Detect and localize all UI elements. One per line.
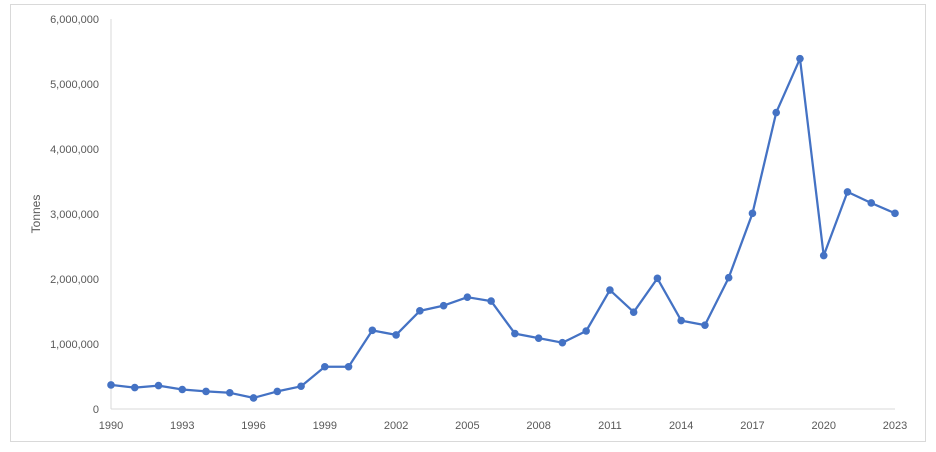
x-tick-label: 2017 bbox=[740, 420, 764, 432]
data-point bbox=[297, 382, 305, 391]
data-point bbox=[511, 329, 519, 338]
data-point bbox=[178, 385, 187, 394]
data-point bbox=[439, 301, 448, 310]
data-point bbox=[130, 383, 139, 392]
y-tick-label: 1,000,000 bbox=[50, 339, 99, 351]
y-axis-label: Tonnes bbox=[29, 195, 43, 234]
x-tick-label: 1999 bbox=[313, 420, 337, 432]
data-point bbox=[321, 362, 329, 371]
data-point bbox=[843, 188, 852, 196]
data-point bbox=[677, 316, 685, 325]
data-point bbox=[487, 297, 495, 305]
data-point bbox=[344, 362, 353, 371]
series-line bbox=[110, 57, 896, 400]
chart-frame bbox=[10, 4, 926, 442]
x-tick-label: 1993 bbox=[170, 420, 194, 432]
y-tick-label: 6,000,000 bbox=[50, 14, 99, 26]
data-point bbox=[273, 387, 282, 396]
data-point bbox=[534, 334, 543, 342]
y-tick-label: 5,000,000 bbox=[50, 79, 99, 91]
x-tick-label: 2014 bbox=[669, 420, 693, 432]
data-point bbox=[748, 209, 757, 218]
x-tick-label: 2023 bbox=[883, 420, 907, 432]
data-point bbox=[724, 273, 733, 282]
data-point bbox=[154, 381, 163, 390]
data-point bbox=[867, 199, 876, 207]
x-tick-label: 2011 bbox=[598, 420, 622, 432]
data-point bbox=[202, 387, 210, 396]
x-tick-label: 1996 bbox=[241, 420, 265, 432]
y-tick-label: 3,000,000 bbox=[50, 209, 99, 221]
data-point bbox=[225, 388, 234, 397]
x-tick-label: 2008 bbox=[526, 420, 550, 432]
data-point bbox=[891, 209, 899, 218]
data-point bbox=[558, 338, 567, 347]
x-tick-label: 2005 bbox=[455, 420, 479, 432]
x-tick-label: 2002 bbox=[384, 420, 408, 432]
data-point bbox=[796, 54, 804, 63]
data-point bbox=[416, 307, 424, 315]
x-tick-label: 2020 bbox=[811, 420, 835, 432]
x-tick-label: 1990 bbox=[99, 420, 123, 432]
data-point bbox=[107, 381, 115, 389]
data-point bbox=[629, 308, 638, 316]
data-point bbox=[249, 394, 258, 402]
y-tick-label: 2,000,000 bbox=[50, 274, 99, 286]
data-point bbox=[606, 286, 614, 294]
data-point bbox=[582, 327, 590, 335]
y-tick-label: 0 bbox=[93, 404, 99, 416]
data-point bbox=[463, 293, 472, 302]
y-tick-label: 4,000,000 bbox=[50, 144, 99, 156]
data-point bbox=[819, 251, 828, 260]
data-point bbox=[701, 321, 709, 329]
data-point bbox=[368, 326, 377, 335]
data-point bbox=[392, 331, 400, 339]
data-point bbox=[653, 274, 662, 283]
data-point bbox=[772, 108, 781, 117]
